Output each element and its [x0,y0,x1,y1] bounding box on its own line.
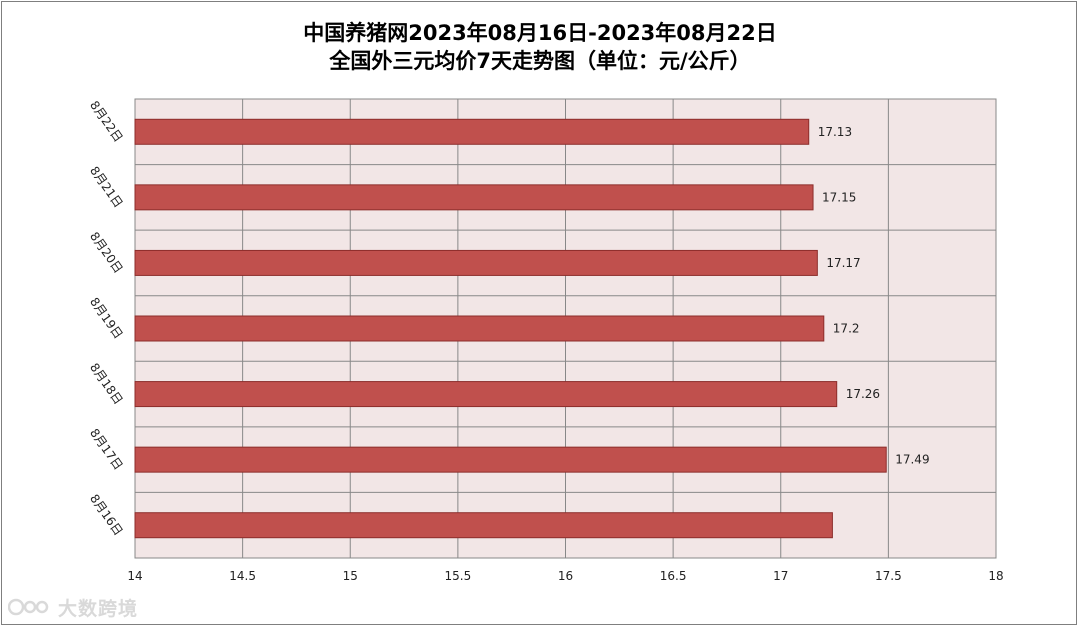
y-category-label: 8月16日 [87,492,125,538]
bar [134,118,810,145]
data-label: 17.49 [895,453,929,467]
x-tick-label: 16 [558,569,573,583]
dashuju-logo-icon [8,598,49,616]
x-tick-label: 16.5 [660,569,687,583]
bar [134,315,825,342]
data-label: 17.2 [833,322,860,336]
x-tick-label: 14.5 [229,569,256,583]
bar [134,249,818,276]
y-category-label: 8月20日 [87,229,125,275]
y-category-label: 8月21日 [87,164,125,210]
x-tick-label: 17 [773,569,788,583]
x-tick-label: 15.5 [445,569,472,583]
data-label: 17.26 [846,387,880,401]
data-label: 17.15 [822,190,856,204]
chart-subtitle: 全国外三元均价7天走势图（单位：元/公斤） [329,49,751,73]
bar [134,184,814,211]
bar [134,381,838,408]
y-category-label: 8月18日 [87,361,125,407]
chart-title: 中国养猪网2023年08月16日-2023年08月22日 [303,21,777,45]
data-label: 17.13 [818,125,852,139]
x-tick-label: 15 [343,569,358,583]
y-category-label: 8月22日 [87,98,125,144]
y-category-label: 8月19日 [87,295,125,341]
x-tick-label: 14 [127,569,142,583]
watermark: 大数跨境 [8,594,138,620]
bar [134,446,887,473]
x-tick-label: 18 [988,569,1003,583]
data-label: 17.17 [826,256,860,270]
x-tick-label: 17.5 [875,569,902,583]
watermark-text: 大数跨境 [58,597,139,620]
y-category-label: 8月17日 [87,426,125,472]
bar [134,512,833,539]
